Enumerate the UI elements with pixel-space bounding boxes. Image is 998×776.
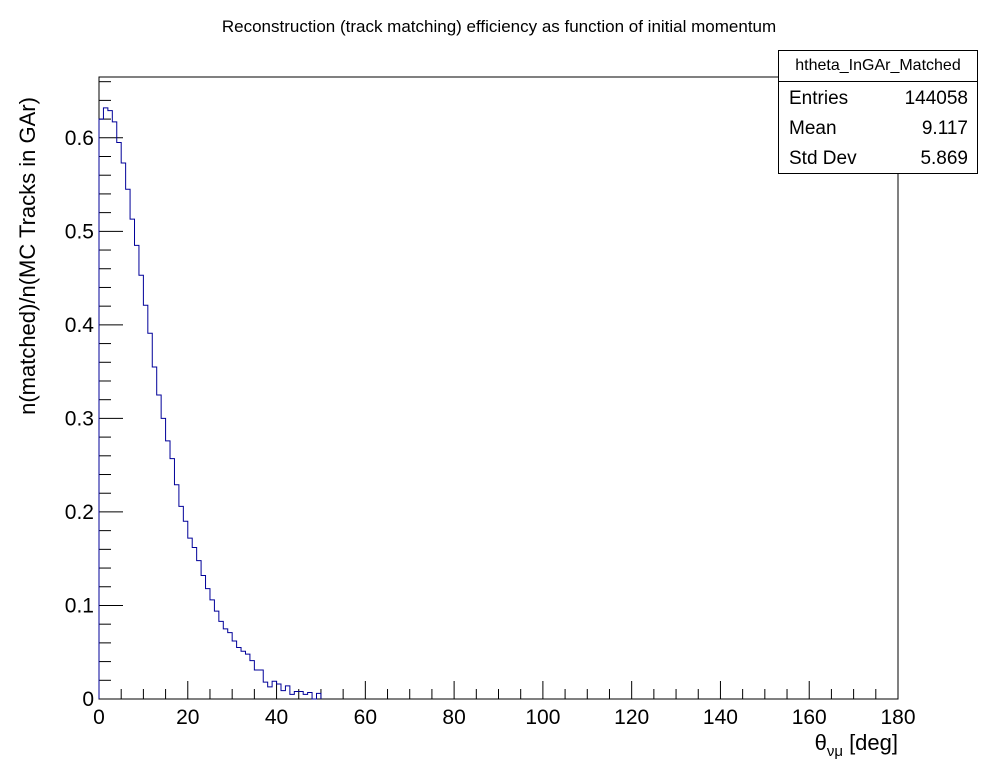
y-tick-labels: 0 0.1 0.2 0.3 0.4 0.5 0.6 <box>65 127 95 711</box>
y-tick-label: 0.6 <box>65 127 94 150</box>
x-axis-title-unit: [deg] <box>849 730 898 755</box>
stats-row-entries: Entries 144058 <box>779 82 977 112</box>
y-tick-label: 0.1 <box>65 594 94 617</box>
stats-mean-label: Mean <box>789 118 837 139</box>
stats-entries-label: Entries <box>789 88 849 109</box>
x-tick-label: 40 <box>265 706 288 729</box>
y-tick-label: 0.3 <box>65 407 94 430</box>
chart-title: Reconstruction (track matching) efficien… <box>222 17 776 36</box>
stats-stddev-value: 5.869 <box>920 148 968 169</box>
x-axis <box>98 681 899 699</box>
x-tick-label: 0 <box>93 706 105 729</box>
x-tick-label: 120 <box>614 706 649 729</box>
histogram-series-line <box>98 107 322 700</box>
y-tick-label: 0 <box>82 688 94 711</box>
stats-stddev-label: Std Dev <box>789 148 857 169</box>
x-tick-labels: 0 20 40 60 80 100 120 140 160 180 <box>93 706 915 729</box>
x-axis-title-subscript: νμ <box>827 743 843 760</box>
x-axis-title: θνμ [deg] <box>815 730 898 760</box>
stats-histogram-name: htheta_InGAr_Matched <box>779 51 977 82</box>
y-axis <box>99 81 123 700</box>
x-tick-label: 180 <box>880 706 915 729</box>
x-tick-label: 160 <box>792 706 827 729</box>
y-axis-title: n(matched)/n(MC Tracks in GAr) <box>15 97 40 415</box>
stats-row-stddev: Std Dev 5.869 <box>779 142 977 172</box>
stats-mean-value: 9.117 <box>921 118 968 139</box>
y-tick-label: 0.2 <box>65 501 94 524</box>
stats-row-mean: Mean 9.117 <box>779 112 977 142</box>
x-tick-label: 20 <box>176 706 199 729</box>
stats-box: htheta_InGAr_Matched Entries 144058 Mean… <box>778 50 978 174</box>
y-tick-label: 0.5 <box>65 220 94 243</box>
x-tick-label: 80 <box>442 706 465 729</box>
x-tick-label: 100 <box>525 706 560 729</box>
x-tick-label: 60 <box>354 706 377 729</box>
x-tick-label: 140 <box>703 706 738 729</box>
stats-entries-value: 144058 <box>904 88 968 109</box>
x-axis-title-symbol: θ <box>815 730 827 755</box>
y-tick-label: 0.4 <box>65 314 95 337</box>
